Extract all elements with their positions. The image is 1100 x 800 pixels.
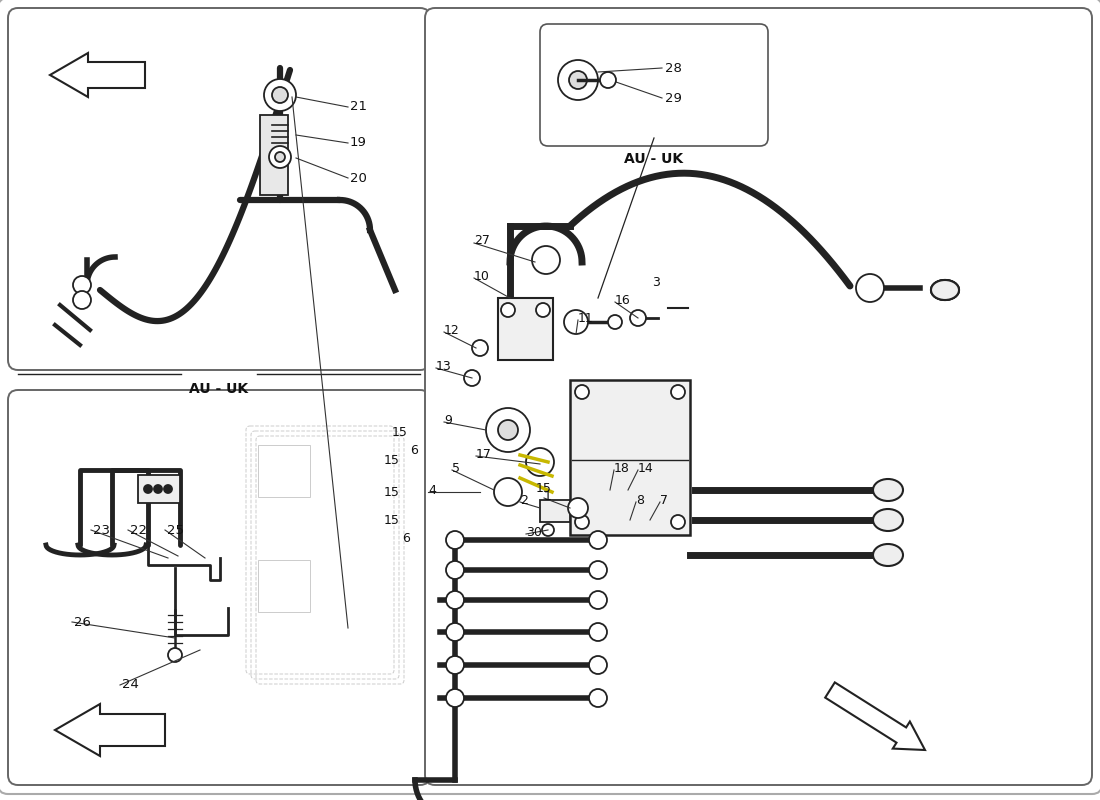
Circle shape bbox=[671, 515, 685, 529]
Text: 20: 20 bbox=[350, 171, 367, 185]
Text: 19: 19 bbox=[350, 137, 367, 150]
Ellipse shape bbox=[873, 509, 903, 531]
Text: 11: 11 bbox=[578, 311, 594, 325]
Circle shape bbox=[532, 246, 560, 274]
Circle shape bbox=[472, 340, 488, 356]
Text: 13: 13 bbox=[436, 359, 452, 373]
Circle shape bbox=[630, 310, 646, 326]
Ellipse shape bbox=[931, 280, 959, 300]
Circle shape bbox=[575, 515, 589, 529]
Text: 2: 2 bbox=[520, 494, 528, 506]
Bar bbox=[540, 500, 570, 522]
Circle shape bbox=[446, 623, 464, 641]
Circle shape bbox=[588, 656, 607, 674]
FancyArrow shape bbox=[50, 53, 145, 97]
Text: 5: 5 bbox=[452, 462, 460, 474]
Circle shape bbox=[464, 370, 480, 386]
Text: 12: 12 bbox=[444, 323, 460, 337]
Circle shape bbox=[275, 152, 285, 162]
Circle shape bbox=[588, 623, 607, 641]
FancyBboxPatch shape bbox=[540, 24, 768, 146]
Circle shape bbox=[486, 408, 530, 452]
Circle shape bbox=[536, 303, 550, 317]
Text: 6: 6 bbox=[402, 531, 410, 545]
Circle shape bbox=[73, 291, 91, 309]
Circle shape bbox=[446, 591, 464, 609]
Circle shape bbox=[270, 146, 292, 168]
Text: 24: 24 bbox=[122, 678, 139, 691]
Circle shape bbox=[564, 310, 589, 334]
Circle shape bbox=[264, 79, 296, 111]
Text: AU - UK: AU - UK bbox=[625, 152, 683, 166]
Circle shape bbox=[164, 485, 172, 493]
Circle shape bbox=[588, 531, 607, 549]
Circle shape bbox=[569, 71, 587, 89]
Text: 23: 23 bbox=[94, 523, 110, 537]
Text: 16: 16 bbox=[615, 294, 630, 306]
Text: 15: 15 bbox=[384, 514, 400, 526]
Circle shape bbox=[446, 689, 464, 707]
Circle shape bbox=[494, 478, 522, 506]
Circle shape bbox=[600, 72, 616, 88]
Circle shape bbox=[568, 498, 588, 518]
Circle shape bbox=[73, 276, 91, 294]
Circle shape bbox=[168, 648, 182, 662]
Circle shape bbox=[526, 448, 554, 476]
Circle shape bbox=[144, 485, 152, 493]
Text: 7: 7 bbox=[660, 494, 668, 506]
Text: 1985: 1985 bbox=[723, 315, 916, 465]
Circle shape bbox=[588, 591, 607, 609]
Text: 8: 8 bbox=[636, 494, 644, 506]
Circle shape bbox=[588, 561, 607, 579]
Text: AU - UK: AU - UK bbox=[189, 382, 249, 396]
Text: 29: 29 bbox=[666, 91, 682, 105]
Circle shape bbox=[588, 689, 607, 707]
FancyBboxPatch shape bbox=[8, 390, 430, 785]
Circle shape bbox=[446, 531, 464, 549]
Text: 6: 6 bbox=[410, 443, 418, 457]
Circle shape bbox=[154, 485, 162, 493]
Circle shape bbox=[558, 60, 598, 100]
Ellipse shape bbox=[873, 544, 903, 566]
Bar bbox=[258, 560, 310, 612]
Circle shape bbox=[856, 274, 884, 302]
Text: 3: 3 bbox=[652, 275, 660, 289]
Circle shape bbox=[608, 315, 622, 329]
Text: 17: 17 bbox=[476, 447, 492, 461]
Text: classicregister: classicregister bbox=[629, 350, 1031, 610]
FancyArrow shape bbox=[825, 682, 925, 750]
Text: 26: 26 bbox=[74, 615, 91, 629]
Text: 15: 15 bbox=[384, 486, 400, 498]
Text: 14: 14 bbox=[638, 462, 653, 474]
Bar bbox=[570, 380, 690, 535]
Bar bbox=[258, 445, 310, 497]
Text: 28: 28 bbox=[666, 62, 682, 74]
Ellipse shape bbox=[873, 479, 903, 501]
Circle shape bbox=[575, 385, 589, 399]
Text: 25: 25 bbox=[167, 523, 184, 537]
Circle shape bbox=[542, 524, 554, 536]
Circle shape bbox=[498, 420, 518, 440]
Text: 15: 15 bbox=[536, 482, 552, 494]
Text: 15: 15 bbox=[384, 454, 400, 466]
Text: 15: 15 bbox=[392, 426, 408, 438]
Ellipse shape bbox=[931, 280, 959, 300]
FancyArrow shape bbox=[55, 704, 165, 756]
Bar bbox=[498, 298, 553, 360]
Circle shape bbox=[446, 561, 464, 579]
Text: a passion for motoring since 1985: a passion for motoring since 1985 bbox=[612, 451, 969, 669]
Text: 22: 22 bbox=[130, 523, 147, 537]
Text: 21: 21 bbox=[350, 101, 367, 114]
Text: 1: 1 bbox=[544, 490, 552, 502]
Text: 10: 10 bbox=[474, 270, 490, 282]
FancyBboxPatch shape bbox=[425, 8, 1092, 785]
FancyBboxPatch shape bbox=[8, 8, 430, 370]
Text: 9: 9 bbox=[444, 414, 452, 426]
Circle shape bbox=[272, 87, 288, 103]
Ellipse shape bbox=[931, 280, 959, 300]
Text: 18: 18 bbox=[614, 462, 630, 474]
Circle shape bbox=[671, 385, 685, 399]
Bar bbox=[138, 475, 180, 503]
Text: 30: 30 bbox=[526, 526, 542, 538]
